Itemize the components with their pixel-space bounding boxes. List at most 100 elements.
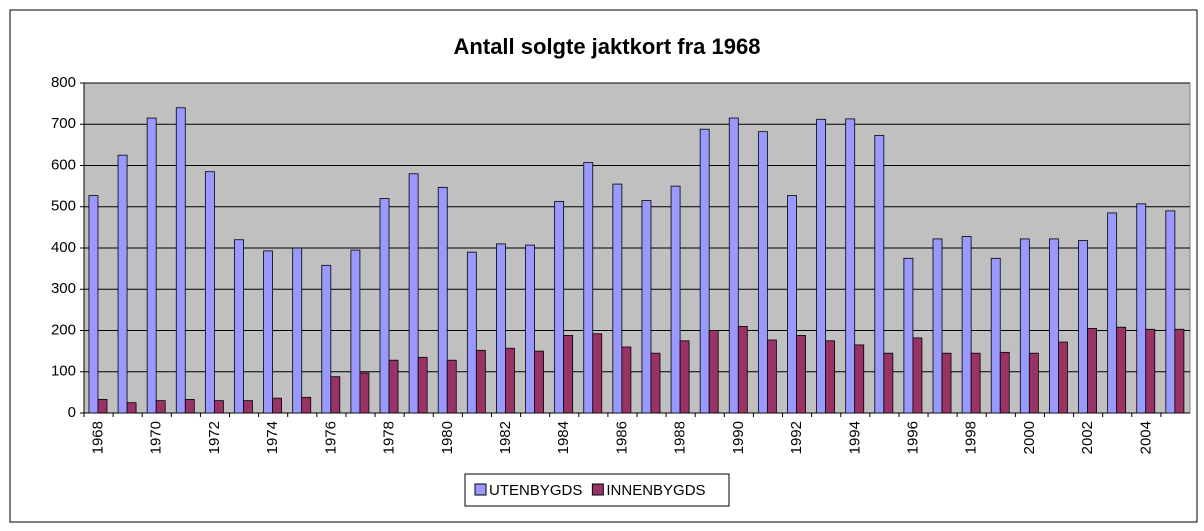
bar (379, 198, 390, 414)
y-tick-label: 700 (51, 115, 76, 132)
bar (321, 264, 332, 414)
y-tick-label: 100 (51, 363, 76, 380)
x-tick-label: 1968 (90, 421, 107, 454)
bar (766, 339, 777, 414)
bar (1028, 352, 1039, 414)
bar (999, 351, 1010, 414)
y-tick-label: 500 (51, 198, 76, 215)
bar (350, 249, 361, 414)
bar (1078, 240, 1088, 414)
x-tick-label: 1974 (264, 421, 281, 454)
x-tick-label: 1980 (439, 421, 456, 454)
bar (912, 337, 923, 414)
bar (554, 200, 565, 414)
bar (475, 349, 486, 414)
bar (234, 239, 244, 414)
x-tick-label: 1972 (206, 421, 223, 454)
bar (466, 251, 477, 414)
bar (563, 335, 574, 414)
x-tick-label: 1982 (497, 421, 514, 454)
bar (155, 400, 166, 414)
bar (737, 325, 748, 414)
x-tick-label: 1994 (846, 421, 863, 454)
bar (941, 352, 952, 414)
bar (330, 376, 341, 414)
bar (359, 372, 370, 414)
legend-label: UTENBYGDS (489, 482, 582, 499)
bar (961, 236, 972, 414)
bar (97, 398, 108, 414)
bar (583, 162, 594, 414)
bar (728, 117, 739, 414)
bar (1145, 328, 1156, 414)
x-tick-label: 1988 (672, 421, 689, 454)
bar (854, 344, 865, 414)
bar (1165, 210, 1176, 414)
bar (670, 185, 681, 414)
y-tick-label: 800 (51, 74, 76, 91)
x-tick-label: 2000 (1021, 421, 1038, 454)
bar (874, 134, 885, 414)
x-tick-label: 1970 (148, 421, 165, 454)
bar (621, 346, 632, 414)
x-tick-label: 1992 (788, 421, 805, 454)
bar (505, 347, 515, 414)
bar (272, 397, 283, 414)
x-tick-label: 1976 (322, 421, 339, 454)
bar (641, 200, 652, 414)
bar (1049, 238, 1059, 414)
x-tick-label: 1986 (613, 421, 630, 454)
bar (1116, 326, 1127, 414)
bar (903, 257, 914, 414)
bar (1019, 238, 1030, 414)
bar (292, 247, 303, 414)
bar (408, 173, 419, 414)
bar (883, 352, 894, 414)
chart-title: Antall solgte jaktkort fra 1968 (454, 34, 761, 59)
bar (757, 131, 768, 414)
bar (1136, 203, 1147, 414)
bar (1087, 328, 1097, 414)
bar (388, 359, 399, 414)
bar (117, 154, 128, 414)
x-tick-label: 1978 (381, 421, 398, 454)
bar (1174, 328, 1185, 414)
bar (825, 340, 836, 414)
bar (243, 400, 253, 414)
x-tick-label: 1998 (963, 421, 980, 454)
bar (650, 352, 661, 414)
bar (213, 400, 224, 414)
bar (204, 171, 215, 414)
bar (796, 335, 806, 414)
y-tick-label: 300 (51, 280, 76, 297)
legend-swatch (474, 483, 487, 496)
bar (932, 238, 943, 414)
y-tick-label: 0 (68, 404, 76, 421)
x-tick-label: 1984 (555, 421, 572, 454)
legend-label: INNENBYGDS (606, 482, 705, 499)
y-tick-label: 200 (51, 321, 76, 338)
bar (263, 250, 274, 414)
bar (970, 352, 981, 414)
bar (184, 398, 195, 414)
bar (816, 118, 827, 414)
x-tick-label: 2004 (1137, 421, 1154, 454)
y-tick-label: 600 (51, 156, 76, 173)
x-tick-label: 1990 (730, 421, 747, 454)
bar (708, 330, 719, 414)
bar (699, 128, 710, 414)
bar (146, 117, 157, 414)
y-tick-label: 400 (51, 239, 76, 256)
legend-swatch (591, 483, 604, 496)
bar (592, 333, 603, 414)
bar (534, 350, 544, 414)
bar (126, 402, 137, 414)
x-tick-label: 2002 (1079, 421, 1096, 454)
bar (612, 183, 623, 414)
bar (787, 195, 797, 414)
bar (175, 107, 186, 414)
bar (845, 118, 856, 414)
bar (525, 244, 535, 414)
